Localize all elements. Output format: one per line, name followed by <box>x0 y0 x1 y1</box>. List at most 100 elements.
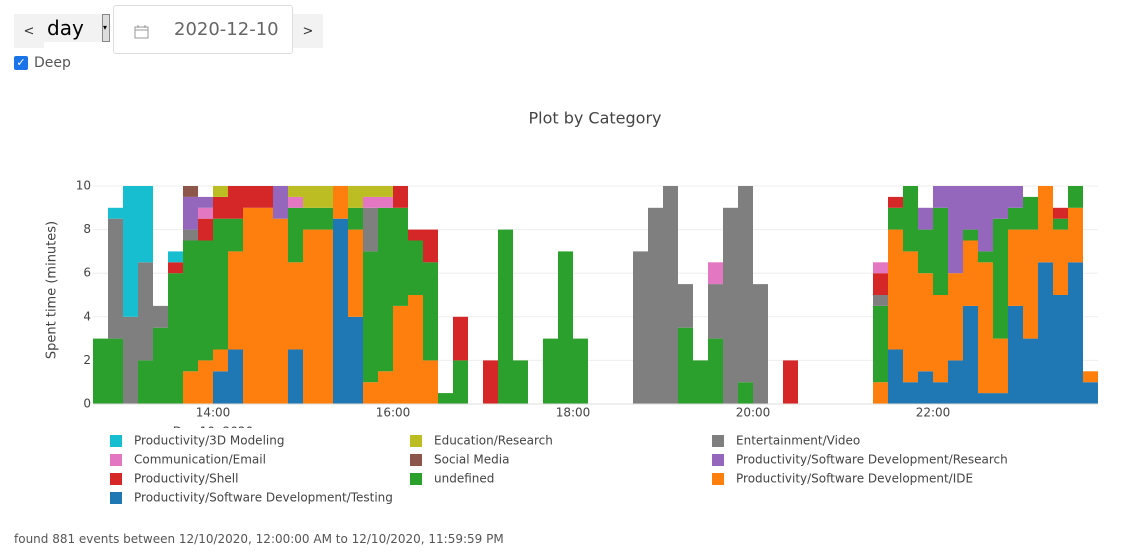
bar-segment <box>873 262 888 274</box>
bar-segment <box>213 349 228 372</box>
bar-segment <box>1053 218 1068 230</box>
bar-segment <box>243 207 258 404</box>
bar-segment <box>168 262 183 274</box>
bar-segment <box>288 196 303 208</box>
bar-segment <box>903 186 918 252</box>
bar-segment <box>198 207 213 219</box>
bar-segment <box>303 186 318 208</box>
bar-segment <box>888 349 903 404</box>
legend-label: Productivity/Software Development/Testin… <box>134 491 393 505</box>
bar-segment <box>993 218 1008 339</box>
calendar-icon <box>134 25 149 39</box>
bar-segment <box>933 186 948 208</box>
bar-segment <box>378 207 393 372</box>
bar-segment <box>258 207 273 404</box>
bar-segment <box>318 229 333 404</box>
bar-segment <box>318 207 333 230</box>
bar-segment <box>978 251 993 263</box>
bar-segment <box>993 393 1008 404</box>
bar-segment <box>363 251 378 383</box>
bar-segment <box>978 393 993 404</box>
bar-segment <box>213 186 228 197</box>
bar-segment <box>258 186 273 208</box>
bar-segment <box>228 251 243 350</box>
bar-segment <box>753 284 768 404</box>
bar-segment <box>1023 196 1038 230</box>
bar-segment <box>438 393 453 404</box>
bar-segment <box>303 229 318 404</box>
bar-segment <box>1053 229 1068 295</box>
legend-label: Productivity/Shell <box>134 472 238 486</box>
legend-item: Productivity/3D Modeling <box>110 434 284 448</box>
bar-segment <box>978 262 993 394</box>
legend-item: Productivity/Software Development/IDE <box>712 472 973 486</box>
bar-segment <box>873 273 888 295</box>
bar-segment <box>183 186 198 197</box>
period-select[interactable]: day ▾ <box>44 14 110 42</box>
bar-segment <box>678 327 693 404</box>
bar-segment <box>153 305 168 328</box>
checkbox[interactable]: ✓ <box>14 56 28 70</box>
legend-label: undefined <box>434 472 494 486</box>
bar-segment <box>228 349 243 404</box>
bar-segment <box>708 262 723 285</box>
legend-label: Productivity/3D Modeling <box>134 434 284 448</box>
x-tick-label: 22:00 <box>916 406 951 420</box>
bar-segment <box>903 251 918 383</box>
legend-item: Communication/Email <box>110 453 266 467</box>
legend-label: Productivity/Software Development/IDE <box>736 472 973 486</box>
bar-segment <box>483 360 498 404</box>
bar-segment <box>1053 295 1068 404</box>
x-date-label: Dec 10, 2020 <box>173 425 253 439</box>
legend-item: Productivity/Software Development/Testin… <box>110 491 393 505</box>
deep-checkbox[interactable]: ✓ Deep <box>14 55 71 71</box>
legend-swatch <box>712 473 724 485</box>
prev-button[interactable]: < <box>14 14 44 48</box>
x-tick-label: 18:00 <box>556 406 591 420</box>
bar-segment <box>138 360 153 404</box>
legend-swatch <box>110 473 122 485</box>
y-tick-label: 6 <box>83 266 91 280</box>
bar-segment <box>1083 382 1098 404</box>
bar-segment <box>873 295 888 306</box>
bar-segment <box>708 338 723 404</box>
bar-segment <box>363 207 378 252</box>
bar-segment <box>663 186 678 404</box>
bar-segment <box>183 229 198 241</box>
date-value: 2020-12-10 <box>174 19 279 40</box>
legend-label: Social Media <box>434 453 509 467</box>
bar-segment <box>648 207 663 404</box>
next-button[interactable]: > <box>293 14 323 48</box>
bar-segment <box>963 305 978 404</box>
bar-segment <box>918 371 933 404</box>
bar-segment <box>993 186 1008 219</box>
date-input[interactable]: 2020-12-10 <box>113 5 293 54</box>
y-axis-title: Spent time (minutes) <box>45 221 60 359</box>
legend-label: Education/Research <box>434 434 553 448</box>
bar-segment <box>243 186 258 208</box>
bar-segment <box>558 251 573 404</box>
bar-segment <box>498 229 513 404</box>
bar-segment <box>168 273 183 404</box>
period-value: day <box>47 16 84 40</box>
legend-item: undefined <box>410 472 494 486</box>
legend-swatch <box>110 454 122 466</box>
bar-segment <box>1008 305 1023 404</box>
bar-segment <box>963 240 978 306</box>
bar-segment <box>1083 371 1098 383</box>
bar-segment <box>378 196 393 208</box>
legend-item: Productivity/Software Development/Resear… <box>712 453 1008 467</box>
bar-segment <box>153 327 168 404</box>
bar-segment <box>1008 186 1023 208</box>
bar-segment <box>168 251 183 263</box>
y-tick-label: 0 <box>83 397 91 411</box>
bar-segment <box>108 338 123 404</box>
bar-segment <box>363 196 378 208</box>
bar-segment <box>273 218 288 404</box>
deep-label: Deep <box>34 55 71 71</box>
bar-segment <box>423 262 438 361</box>
y-tick-label: 4 <box>83 309 91 323</box>
bar-segment <box>138 262 153 361</box>
bar-segment <box>918 207 933 230</box>
